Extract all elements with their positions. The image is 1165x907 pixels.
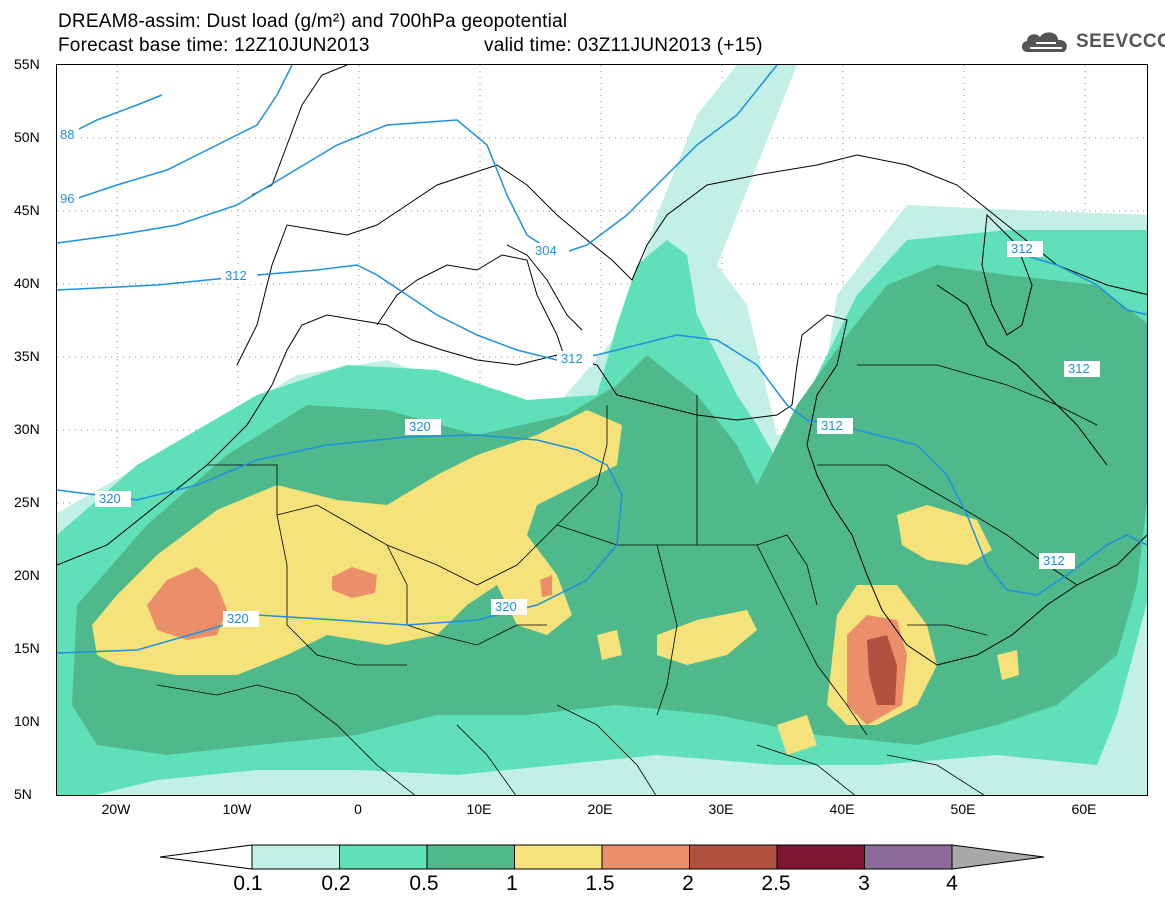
dust-1.5-region-west <box>147 567 227 640</box>
lat-label: 30N <box>14 421 40 437</box>
contour-label: 312 <box>1068 361 1090 376</box>
colorbar-tick: 0.5 <box>409 872 439 895</box>
lat-label: 35N <box>14 348 40 364</box>
lat-label: 45N <box>14 202 40 218</box>
lon-label: 20E <box>587 801 613 817</box>
lat-label: 10N <box>14 713 40 729</box>
valid-time: valid time: 03Z11JUN2013 (+15) <box>484 35 763 56</box>
colorbar-tick: 0.1 <box>233 872 263 895</box>
cloud-icon <box>1021 32 1067 52</box>
coastlines <box>57 65 1147 666</box>
lon-label: 0 <box>354 801 362 817</box>
colorbar-high-arrow <box>951 844 1045 870</box>
colorbar-tick: 2.5 <box>761 872 791 895</box>
contour-label: 312 <box>225 268 247 283</box>
colorbar-cell <box>601 844 690 870</box>
lat-label: 20N <box>14 567 40 583</box>
dust-1-region-chad <box>657 610 757 665</box>
lat-label: 40N <box>14 275 40 291</box>
colorbar-tick: 1.5 <box>585 872 615 895</box>
contour-labels: 88 96 304 312 312 312 312 312 320 320 32… <box>60 127 1090 626</box>
dust-1-region-small1 <box>597 630 622 660</box>
lat-label: 50N <box>14 129 40 145</box>
colorbar-cell <box>864 844 953 870</box>
colorbar-cell <box>689 844 778 870</box>
logo-text: SEEVCCC <box>1076 31 1165 52</box>
colorbar-tick: 0.2 <box>321 872 351 895</box>
colorbar-tick: 3 <box>858 872 870 895</box>
dust-1-region-small2 <box>777 715 817 755</box>
lon-label: 50E <box>950 801 976 817</box>
geopotential-contours <box>57 65 1147 654</box>
dust-map: 88 96 304 312 312 312 312 312 320 320 32… <box>57 65 1147 795</box>
colorbar-cell <box>426 844 515 870</box>
contour-label: 320 <box>227 611 249 626</box>
map-panel: 88 96 304 312 312 312 312 312 320 320 32… <box>56 64 1148 796</box>
lat-label: 55N <box>14 56 40 72</box>
lon-label: 20W <box>101 801 131 817</box>
contour-label: 320 <box>409 419 431 434</box>
lon-label: 30E <box>708 801 734 817</box>
dust-1-region-small3 <box>997 650 1019 680</box>
colorbar-tick: 2 <box>682 872 694 895</box>
contour-label: 320 <box>99 491 121 506</box>
colorbar-cell <box>339 844 428 870</box>
lon-label: 10W <box>222 801 252 817</box>
colorbar-tick: 1 <box>506 872 518 895</box>
seevccc-logo: SEEVCCC <box>1018 28 1165 58</box>
lon-label: 10E <box>466 801 492 817</box>
dust-1.5-region-mali <box>332 567 377 598</box>
lat-label: 5N <box>14 786 32 802</box>
colorbar-low-arrow <box>160 844 253 870</box>
map-title: DREAM8-assim: Dust load (g/m²) and 700hP… <box>58 11 568 32</box>
contour-label: 312 <box>1011 241 1033 256</box>
contour-label: 96 <box>60 191 74 206</box>
contour-label-boxes <box>57 127 1100 627</box>
lat-label: 15N <box>14 640 40 656</box>
contour-label-extra: 312 <box>1043 553 1065 568</box>
colorbar-tick: 4 <box>946 872 958 895</box>
base-time: Forecast base time: 12Z10JUN2013 <box>58 35 370 56</box>
contour-label: 320 <box>495 599 517 614</box>
dust-1.5-region-niger <box>540 575 552 597</box>
lon-label: 40E <box>829 801 855 817</box>
colorbar <box>160 844 1045 870</box>
forecast-times: Forecast base time: 12Z10JUN2013 valid ti… <box>58 35 762 56</box>
contour-label: 88 <box>60 127 74 142</box>
colorbar-cell <box>514 844 603 870</box>
contour-label: 312 <box>821 418 843 433</box>
lat-label: 25N <box>14 494 40 510</box>
contour-label: 304 <box>535 243 557 258</box>
contour-label: 312 <box>561 351 583 366</box>
dust-2-region-yemen <box>867 635 897 705</box>
colorbar-cell <box>251 844 340 870</box>
colorbar-cell <box>776 844 865 870</box>
lon-label: 60E <box>1071 801 1097 817</box>
